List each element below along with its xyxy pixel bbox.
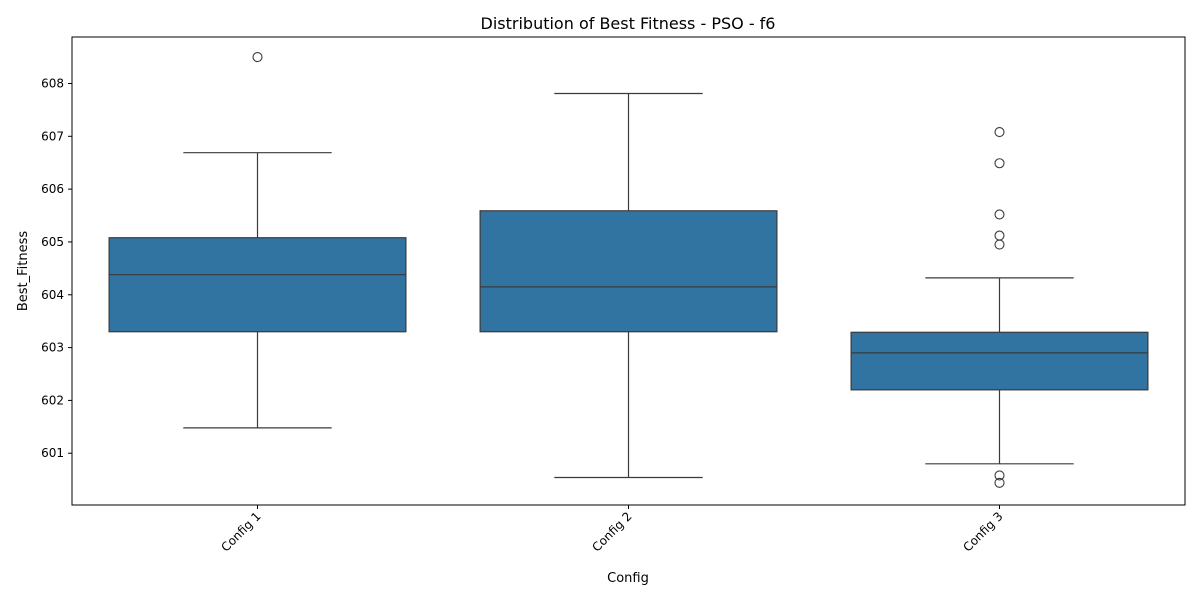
y-tick-label: 604: [41, 288, 64, 302]
y-tick-label: 605: [41, 235, 64, 249]
chart-title: Distribution of Best Fitness - PSO - f6: [481, 14, 776, 33]
x-axis-label: Config: [607, 571, 649, 586]
x-tick-label: Config 1: [218, 509, 263, 554]
box-iqr: [479, 210, 778, 333]
outlier-point: [994, 470, 1005, 481]
x-axis: Config 1 Config 2 Config 3: [218, 505, 1006, 554]
outlier-point: [994, 230, 1005, 241]
outlier-point: [252, 52, 263, 63]
box-group: [850, 127, 1149, 488]
box-iqr: [850, 331, 1149, 391]
outlier-point: [994, 477, 1005, 488]
x-tick-label: Config 3: [960, 509, 1005, 554]
y-tick-label: 606: [41, 182, 64, 196]
y-tick-label: 607: [41, 129, 64, 143]
box-iqr: [108, 237, 407, 333]
y-axis-label: Best_Fitness: [16, 231, 31, 312]
outlier-point: [994, 158, 1005, 169]
box-group: [479, 92, 778, 479]
outlier-point: [994, 127, 1005, 138]
outlier-point: [994, 209, 1005, 220]
y-axis: 601 602 603 604 605 606 607 608: [41, 76, 72, 460]
plot-area: [108, 52, 1149, 488]
y-tick-label: 601: [41, 446, 64, 460]
outlier-point: [994, 239, 1005, 250]
x-tick-label: Config 2: [589, 509, 634, 554]
y-tick-label: 608: [41, 76, 64, 90]
y-tick-label: 603: [41, 341, 64, 355]
y-tick-label: 602: [41, 393, 64, 407]
box-group: [108, 52, 407, 429]
